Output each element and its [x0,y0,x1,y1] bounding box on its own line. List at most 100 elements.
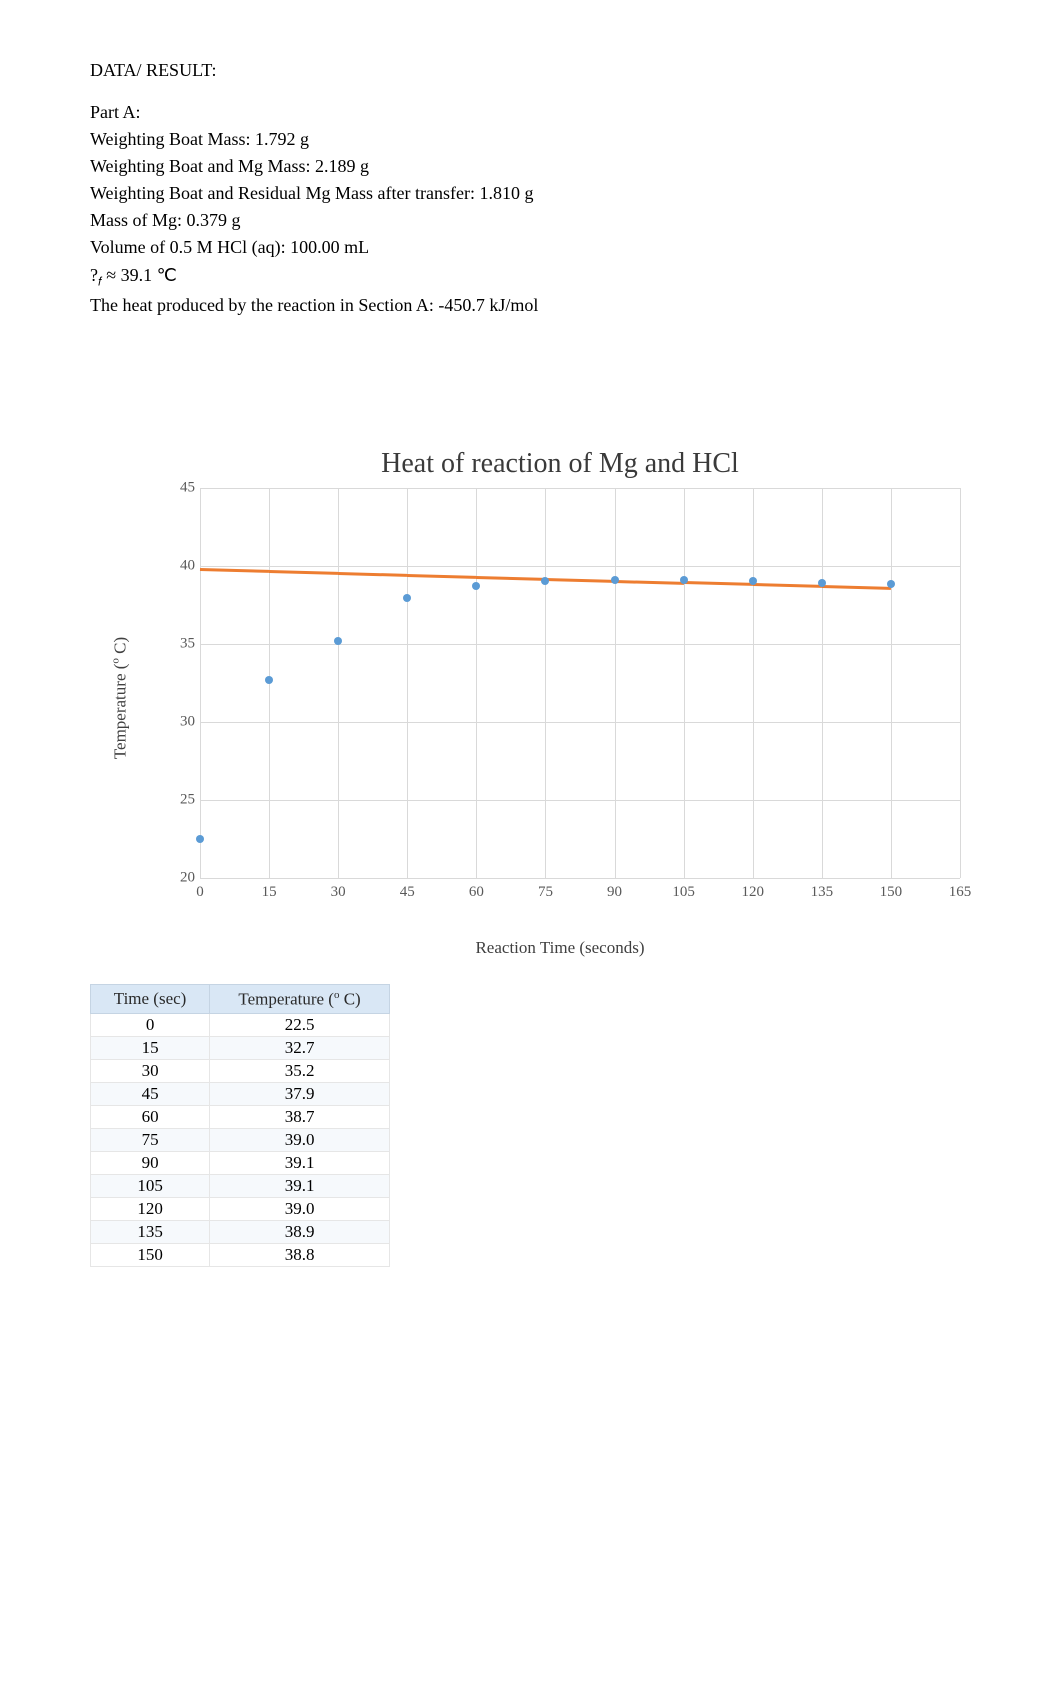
gridline-v [891,488,892,878]
xtick-label: 150 [876,884,906,901]
ytick-label: 30 [165,713,195,730]
chart-container: Heat of reaction of Mg and HCl Temperatu… [90,448,970,958]
table-cell: 15 [91,1037,210,1060]
table-header-temp: Temperature (o C) [210,984,390,1014]
table-cell: 135 [91,1221,210,1244]
gridline-v [338,488,339,878]
scatter-marker [334,637,342,645]
trendline-segment [822,585,891,589]
gridline-h [200,878,960,879]
xtick-label: 15 [254,884,284,901]
table-row: 1532.7 [91,1037,390,1060]
scatter-marker [472,582,480,590]
gridline-v [960,488,961,878]
table-cell: 105 [91,1175,210,1198]
table-row: 15038.8 [91,1244,390,1267]
table-cell: 90 [91,1152,210,1175]
xtick-label: 0 [185,884,215,901]
xtick-label: 90 [600,884,630,901]
gridline-v [615,488,616,878]
table-cell: 37.9 [210,1083,390,1106]
chart-area: Temperature (o C) 202530354045 015304560… [150,488,970,908]
scatter-marker [541,577,549,585]
xtick-label: 105 [669,884,699,901]
part-a-line: Weighting Boat Mass: 1.792 g [90,126,972,152]
gridline-v [407,488,408,878]
plot-region [200,488,960,878]
xtick-label: 60 [461,884,491,901]
table-row: 3035.2 [91,1060,390,1083]
table-row: 7539.0 [91,1129,390,1152]
trendline-segment [200,568,269,572]
trendline-segment [269,570,338,574]
table-row: 6038.7 [91,1106,390,1129]
xtick-label: 45 [392,884,422,901]
table-row: 13538.9 [91,1221,390,1244]
ylabel-suffix: C) [110,636,129,657]
part-a-title: Part A: [90,99,972,125]
col2-suffix: C) [339,989,360,1008]
table-cell: 75 [91,1129,210,1152]
gridline-v [753,488,754,878]
table-header-time: Time (sec) [91,984,210,1014]
part-a-block: Part A: Weighting Boat Mass: 1.792 g Wei… [90,99,972,318]
gridline-h [200,722,960,723]
col2-prefix: Temperature ( [238,989,334,1008]
ylabel-sup: o [110,658,122,664]
table-cell: 35.2 [210,1060,390,1083]
scatter-marker [680,576,688,584]
table-cell: 120 [91,1198,210,1221]
xtick-label: 165 [945,884,975,901]
part-a-tf-line: ?𝑓 ≈ 39.1 ℃ [90,262,972,291]
table-cell: 150 [91,1244,210,1267]
part-a-line: Weighting Boat and Mg Mass: 2.189 g [90,153,972,179]
ytick-label: 35 [165,635,195,652]
ytick-label: 25 [165,791,195,808]
scatter-marker [611,576,619,584]
section-heading: DATA/ RESULT: [90,60,972,81]
scatter-marker [403,594,411,602]
table-cell: 39.0 [210,1198,390,1221]
table-cell: 39.0 [210,1129,390,1152]
table-row: 4537.9 [91,1083,390,1106]
table-body: 022.51532.73035.24537.96038.77539.09039.… [91,1014,390,1267]
ytick-label: 45 [165,479,195,496]
scatter-marker [196,835,204,843]
trendline-segment [338,572,407,576]
part-a-line: Mass of Mg: 0.379 g [90,207,972,233]
table-header-row: Time (sec) Temperature (o C) [91,984,390,1014]
gridline-h [200,800,960,801]
x-axis-label: Reaction Time (seconds) [150,938,970,958]
gridline-v [545,488,546,878]
gridline-v [476,488,477,878]
gridline-v [684,488,685,878]
xtick-label: 30 [323,884,353,901]
gridline-h [200,488,960,489]
table-cell: 0 [91,1014,210,1037]
gridline-h [200,644,960,645]
part-a-line: Volume of 0.5 M HCl (aq): 100.00 mL [90,234,972,260]
gridline-v [200,488,201,878]
ylabel-prefix: Temperature ( [110,663,129,759]
table-cell: 39.1 [210,1175,390,1198]
scatter-marker [749,577,757,585]
chart-title: Heat of reaction of Mg and HCl [150,448,970,480]
xtick-label: 135 [807,884,837,901]
trendline-segment [753,583,822,587]
part-a-heat-line: The heat produced by the reaction in Sec… [90,292,972,318]
trendline-segment [476,576,545,580]
table-row: 12039.0 [91,1198,390,1221]
table-cell: 32.7 [210,1037,390,1060]
y-axis-label: Temperature (o C) [110,636,131,758]
trendline-segment [407,574,476,578]
tf-prefix: ? [90,265,98,285]
trendline-segment [614,580,683,584]
scatter-marker [818,579,826,587]
table-row: 10539.1 [91,1175,390,1198]
table-cell: 38.8 [210,1244,390,1267]
ytick-label: 40 [165,557,195,574]
table-cell: 39.1 [210,1152,390,1175]
part-a-line: Weighting Boat and Residual Mg Mass afte… [90,180,972,206]
table-row: 022.5 [91,1014,390,1037]
data-table: Time (sec) Temperature (o C) 022.51532.7… [90,984,390,1268]
